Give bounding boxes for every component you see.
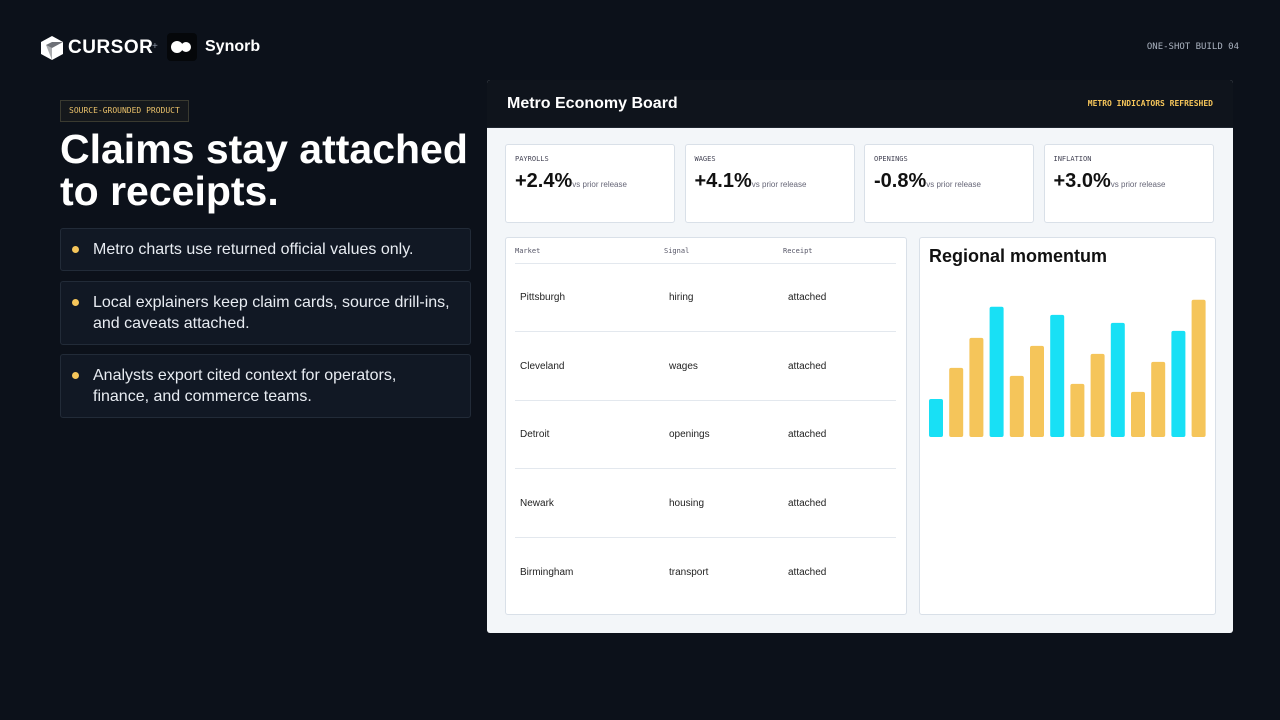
kpi-note: vs prior release (926, 180, 981, 189)
table-cell: attached (788, 360, 827, 372)
build-label: ONE-SHOT BUILD 04 (1146, 42, 1239, 52)
bar (1090, 353, 1105, 437)
kpi-label: OPENINGS (874, 155, 908, 163)
bar (1030, 345, 1044, 437)
bar (1070, 383, 1085, 437)
table-cell: wages (669, 360, 698, 372)
panel-title: Metro Economy Board (507, 95, 678, 112)
panel-header: Metro Economy Board METRO INDICATORS REF… (487, 80, 1233, 128)
table-cell: hiring (669, 292, 694, 303)
kpi-label: PAYROLLS (515, 155, 549, 163)
kpi-card: PAYROLLS +2.4%vs prior release (505, 144, 675, 223)
bar (929, 398, 943, 437)
kpi-value: +3.0%vs prior release (1054, 170, 1166, 193)
kpi-card: OPENINGS -0.8%vs prior release (864, 144, 1034, 223)
plus: + (152, 41, 158, 52)
bar (949, 367, 964, 437)
bullet-dot (72, 299, 79, 306)
kpi-label: INFLATION (1053, 155, 1092, 163)
bullet-text: Analysts export cited context for operat… (93, 367, 397, 405)
kpi-number: +2.4% (515, 170, 573, 192)
bar (1050, 314, 1065, 437)
bar (1131, 391, 1145, 437)
column-header: Receipt (783, 247, 813, 255)
bullet-card: Analysts export cited context for operat… (60, 354, 471, 418)
bar (1009, 375, 1024, 437)
row-divider (515, 399, 896, 401)
table-cell: transport (669, 566, 709, 578)
kpi-note: vs prior release (1110, 180, 1166, 189)
chart-card: Regional momentum (919, 237, 1216, 615)
table-cell: attached (788, 498, 827, 510)
synorb-logo (167, 33, 197, 61)
table-card: Market Signal Receipt Pittsburgh hiring attac… (505, 237, 907, 615)
cursor-logo (41, 36, 63, 60)
table-cell: Detroit (520, 429, 550, 441)
table-cell: attached (788, 429, 827, 441)
dashboard-panel: Metro Economy Board METRO INDICATORS REF… (487, 80, 1233, 633)
kpi-value: +4.1%vs prior release (695, 170, 807, 193)
table-cell: attached (788, 292, 827, 303)
bar (1171, 330, 1186, 437)
brand: CURSOR (68, 37, 154, 58)
kpi-note: vs prior release (751, 180, 807, 189)
headline-line: Claims stay attached (60, 126, 468, 172)
row-divider (515, 537, 896, 539)
column-header: Market (515, 247, 541, 255)
kpi-number: -0.8% (874, 170, 927, 192)
bullet-dot (72, 246, 79, 253)
table-cell: Newark (520, 498, 554, 510)
panel-status: METRO INDICATORS REFRESHED (1087, 99, 1213, 108)
bullet-card: Metro charts use returned official value… (60, 228, 471, 271)
table-cell: Cleveland (520, 360, 565, 372)
kpi-number: +3.0% (1053, 170, 1111, 192)
row-divider (515, 331, 896, 332)
bar (1191, 299, 1206, 437)
kpi-card: INFLATION +3.0%vs prior release (1043, 144, 1214, 223)
table-cell: housing (669, 498, 705, 510)
chart (929, 299, 1206, 437)
chart-title: Regional momentum (929, 246, 1108, 266)
bar (1151, 361, 1166, 437)
kpi-card: WAGES +4.1%vs prior release (684, 144, 855, 223)
kpi-value: -0.8%vs prior release (874, 170, 981, 193)
bar (1110, 322, 1125, 437)
kpi-note: vs prior release (572, 180, 627, 189)
bullet-text: Metro charts use returned official value… (93, 241, 414, 258)
bullet-text: Local explainers keep claim cards, sourc… (93, 294, 450, 332)
kpi-number: +4.1% (694, 170, 752, 192)
table-cell: Birmingham (520, 566, 574, 578)
table-cell: openings (669, 429, 710, 441)
bar (989, 306, 1004, 437)
kpi-value: +2.4%vs prior release (515, 170, 627, 193)
column-header: Signal (664, 247, 690, 255)
badge: SOURCE-GROUNDED PRODUCT (60, 100, 189, 122)
bullet-dot (72, 372, 79, 379)
table-cell: attached (788, 566, 827, 578)
headline: Claims stay attached to receipts. (60, 128, 468, 212)
table-cell: Pittsburgh (520, 292, 566, 303)
partner: Synorb (205, 38, 261, 55)
bullet-card: Local explainers keep claim cards, sourc… (60, 281, 471, 345)
kpi-label: WAGES (694, 155, 716, 163)
row-divider (515, 468, 896, 470)
header-divider (515, 263, 896, 264)
bar (969, 337, 984, 437)
headline-line: to receipts. (60, 168, 279, 214)
